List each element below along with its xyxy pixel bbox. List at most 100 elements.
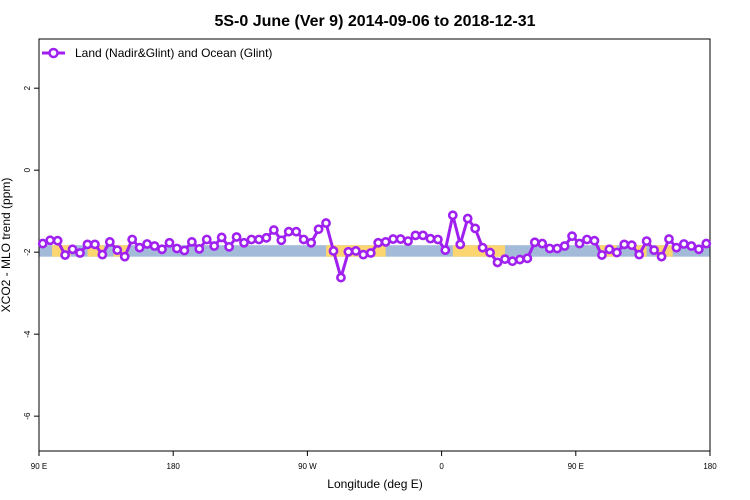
data-point bbox=[298, 234, 309, 245]
data-point bbox=[254, 234, 264, 245]
data-point bbox=[343, 246, 354, 257]
data-point bbox=[567, 231, 577, 242]
data-point bbox=[97, 249, 108, 260]
data-point bbox=[201, 234, 212, 245]
data-point bbox=[634, 249, 645, 260]
data-point bbox=[380, 237, 391, 247]
data-point bbox=[283, 226, 294, 237]
data-point bbox=[395, 234, 406, 244]
data-point bbox=[671, 242, 682, 253]
data-point bbox=[432, 234, 443, 245]
data-point bbox=[626, 240, 637, 251]
legend-marker-swatch bbox=[48, 47, 59, 59]
data-point bbox=[492, 257, 503, 268]
data-point bbox=[664, 234, 674, 244]
data-point bbox=[67, 244, 78, 255]
data-point bbox=[679, 239, 689, 249]
data-point bbox=[403, 236, 413, 247]
data-point bbox=[82, 239, 93, 250]
y-tick-label: -6 bbox=[23, 412, 32, 420]
data-point bbox=[350, 246, 361, 256]
data-point bbox=[291, 226, 302, 237]
data-point bbox=[552, 243, 563, 254]
data-point bbox=[149, 241, 160, 251]
data-point bbox=[216, 232, 227, 243]
legend-entry: Land (Nadir&Glint) and Ocean (Glint) bbox=[75, 46, 272, 60]
x-axis: 90 E 180 90 W 0 90 E 180 bbox=[31, 451, 717, 471]
data-point bbox=[90, 239, 100, 250]
data-point bbox=[656, 251, 667, 262]
data-point bbox=[470, 223, 481, 234]
data-point bbox=[336, 272, 346, 283]
data-point bbox=[522, 253, 533, 264]
data-point bbox=[134, 242, 145, 253]
data-point bbox=[559, 241, 570, 251]
data-point bbox=[455, 239, 466, 250]
x-tick-label: 90 E bbox=[568, 462, 584, 471]
data-point bbox=[142, 239, 153, 249]
data-point bbox=[37, 238, 48, 249]
x-tick-label: 90 E bbox=[31, 462, 47, 471]
data-point bbox=[52, 235, 63, 246]
data-point bbox=[500, 254, 510, 265]
data-point bbox=[75, 248, 85, 258]
data-point bbox=[313, 224, 324, 235]
data-point bbox=[410, 230, 421, 241]
data-point bbox=[60, 250, 70, 260]
data-point bbox=[186, 237, 197, 247]
x-tick-label: 180 bbox=[703, 462, 717, 471]
data-point bbox=[239, 237, 249, 248]
data-point bbox=[440, 245, 451, 256]
data-point bbox=[261, 232, 272, 243]
data-point bbox=[164, 237, 175, 248]
legend: Land (Nadir&Glint) and Ocean (Glint) bbox=[42, 46, 272, 60]
data-point bbox=[537, 238, 548, 249]
data-point bbox=[365, 248, 376, 258]
data-point bbox=[485, 247, 495, 258]
data-point bbox=[388, 234, 399, 244]
data-point bbox=[306, 237, 317, 248]
data-point bbox=[529, 237, 540, 248]
data-point bbox=[693, 244, 704, 255]
data-point bbox=[701, 238, 712, 249]
data-point bbox=[224, 241, 235, 252]
data-point bbox=[589, 235, 600, 246]
data-point bbox=[328, 246, 339, 256]
y-axis-label: XCO2 - MLO trend (ppm) bbox=[0, 178, 13, 313]
data-point bbox=[477, 242, 488, 253]
series-land-ocean bbox=[37, 210, 712, 283]
data-point bbox=[514, 254, 525, 265]
data-point bbox=[104, 237, 115, 247]
data-point bbox=[604, 244, 615, 255]
data-point bbox=[268, 225, 279, 235]
y-axis: 2 0 -2 -4 -6 bbox=[23, 85, 39, 420]
data-point bbox=[447, 210, 458, 221]
data-point bbox=[425, 233, 436, 244]
data-point bbox=[358, 249, 369, 260]
land-band bbox=[87, 245, 105, 257]
y-tick-label: -4 bbox=[23, 330, 32, 338]
y-tick-label: -2 bbox=[23, 248, 32, 256]
data-point bbox=[231, 232, 242, 242]
data-point bbox=[209, 241, 220, 251]
y-tick-label: 0 bbox=[23, 167, 32, 172]
y-tick-label: 2 bbox=[23, 85, 32, 90]
data-point bbox=[194, 243, 205, 254]
data-point bbox=[641, 236, 652, 247]
data-point bbox=[373, 237, 384, 248]
data-point bbox=[172, 243, 182, 254]
x-tick-label: 90 W bbox=[298, 462, 317, 471]
data-point bbox=[112, 245, 123, 256]
land-band bbox=[452, 245, 505, 257]
chart-title: 5S-0 June (Ver 9) 2014-09-06 to 2018-12-… bbox=[214, 13, 535, 30]
data-point bbox=[119, 251, 130, 262]
x-axis-label: Longitude (deg E) bbox=[327, 477, 422, 491]
data-point bbox=[179, 245, 190, 256]
data-point bbox=[582, 234, 592, 245]
data-point bbox=[45, 235, 56, 246]
data-point bbox=[462, 213, 473, 224]
data-point bbox=[686, 241, 697, 251]
x-tick-label: 180 bbox=[167, 462, 181, 471]
data-point bbox=[157, 244, 167, 255]
data-point bbox=[574, 238, 585, 249]
